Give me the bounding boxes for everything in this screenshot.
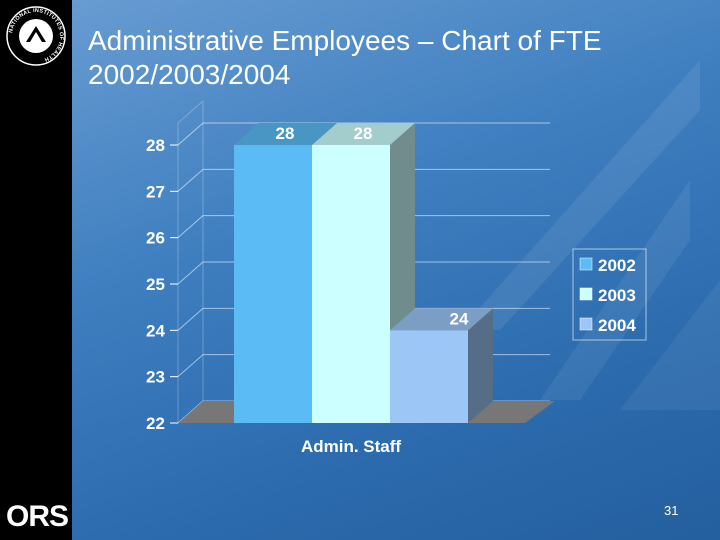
legend-label-2002: 2002 <box>598 256 636 275</box>
bar-2004 <box>390 308 493 423</box>
data-label-2003: 28 <box>354 124 373 143</box>
legend-swatch-2004 <box>579 317 593 331</box>
x-category-label: Admin. Staff <box>301 437 401 456</box>
y-tick-label: 24 <box>146 321 165 340</box>
y-tick-label: 26 <box>146 229 165 248</box>
data-label-2004: 24 <box>450 309 469 328</box>
gridline <box>177 122 550 146</box>
legend-swatch-2003 <box>579 287 593 301</box>
legend-label-2003: 2003 <box>598 286 636 305</box>
page-number: 31 <box>664 503 679 518</box>
y-tick-label: 25 <box>146 275 165 294</box>
gridline <box>177 168 550 192</box>
sidebar: NATIONAL INSTITUTES OF HEALTH ORS <box>0 0 72 540</box>
gridline <box>177 261 550 285</box>
y-tick-label: 23 <box>146 368 165 387</box>
slide-title: Administrative Employees – Chart of FTE … <box>88 25 602 90</box>
data-label-2002: 28 <box>276 124 295 143</box>
ors-logo: ORS <box>6 500 69 533</box>
legend-label-2004: 2004 <box>598 316 636 335</box>
legend-swatch-2002 <box>579 257 593 271</box>
y-tick-label: 22 <box>146 414 165 433</box>
nih-seal-icon: NATIONAL INSTITUTES OF HEALTH <box>6 6 66 66</box>
y-tick-label: 28 <box>146 136 165 155</box>
chart-legend: 2002 2003 2004 <box>572 248 647 341</box>
data-labels: 28 28 24 <box>276 124 469 328</box>
chart-bars <box>234 123 493 423</box>
y-axis-ticks: 22 23 24 25 26 27 28 <box>146 136 178 433</box>
legend-box <box>572 248 647 341</box>
gridline <box>177 215 550 239</box>
chart-walls <box>177 99 204 425</box>
y-tick-label: 27 <box>146 182 165 201</box>
